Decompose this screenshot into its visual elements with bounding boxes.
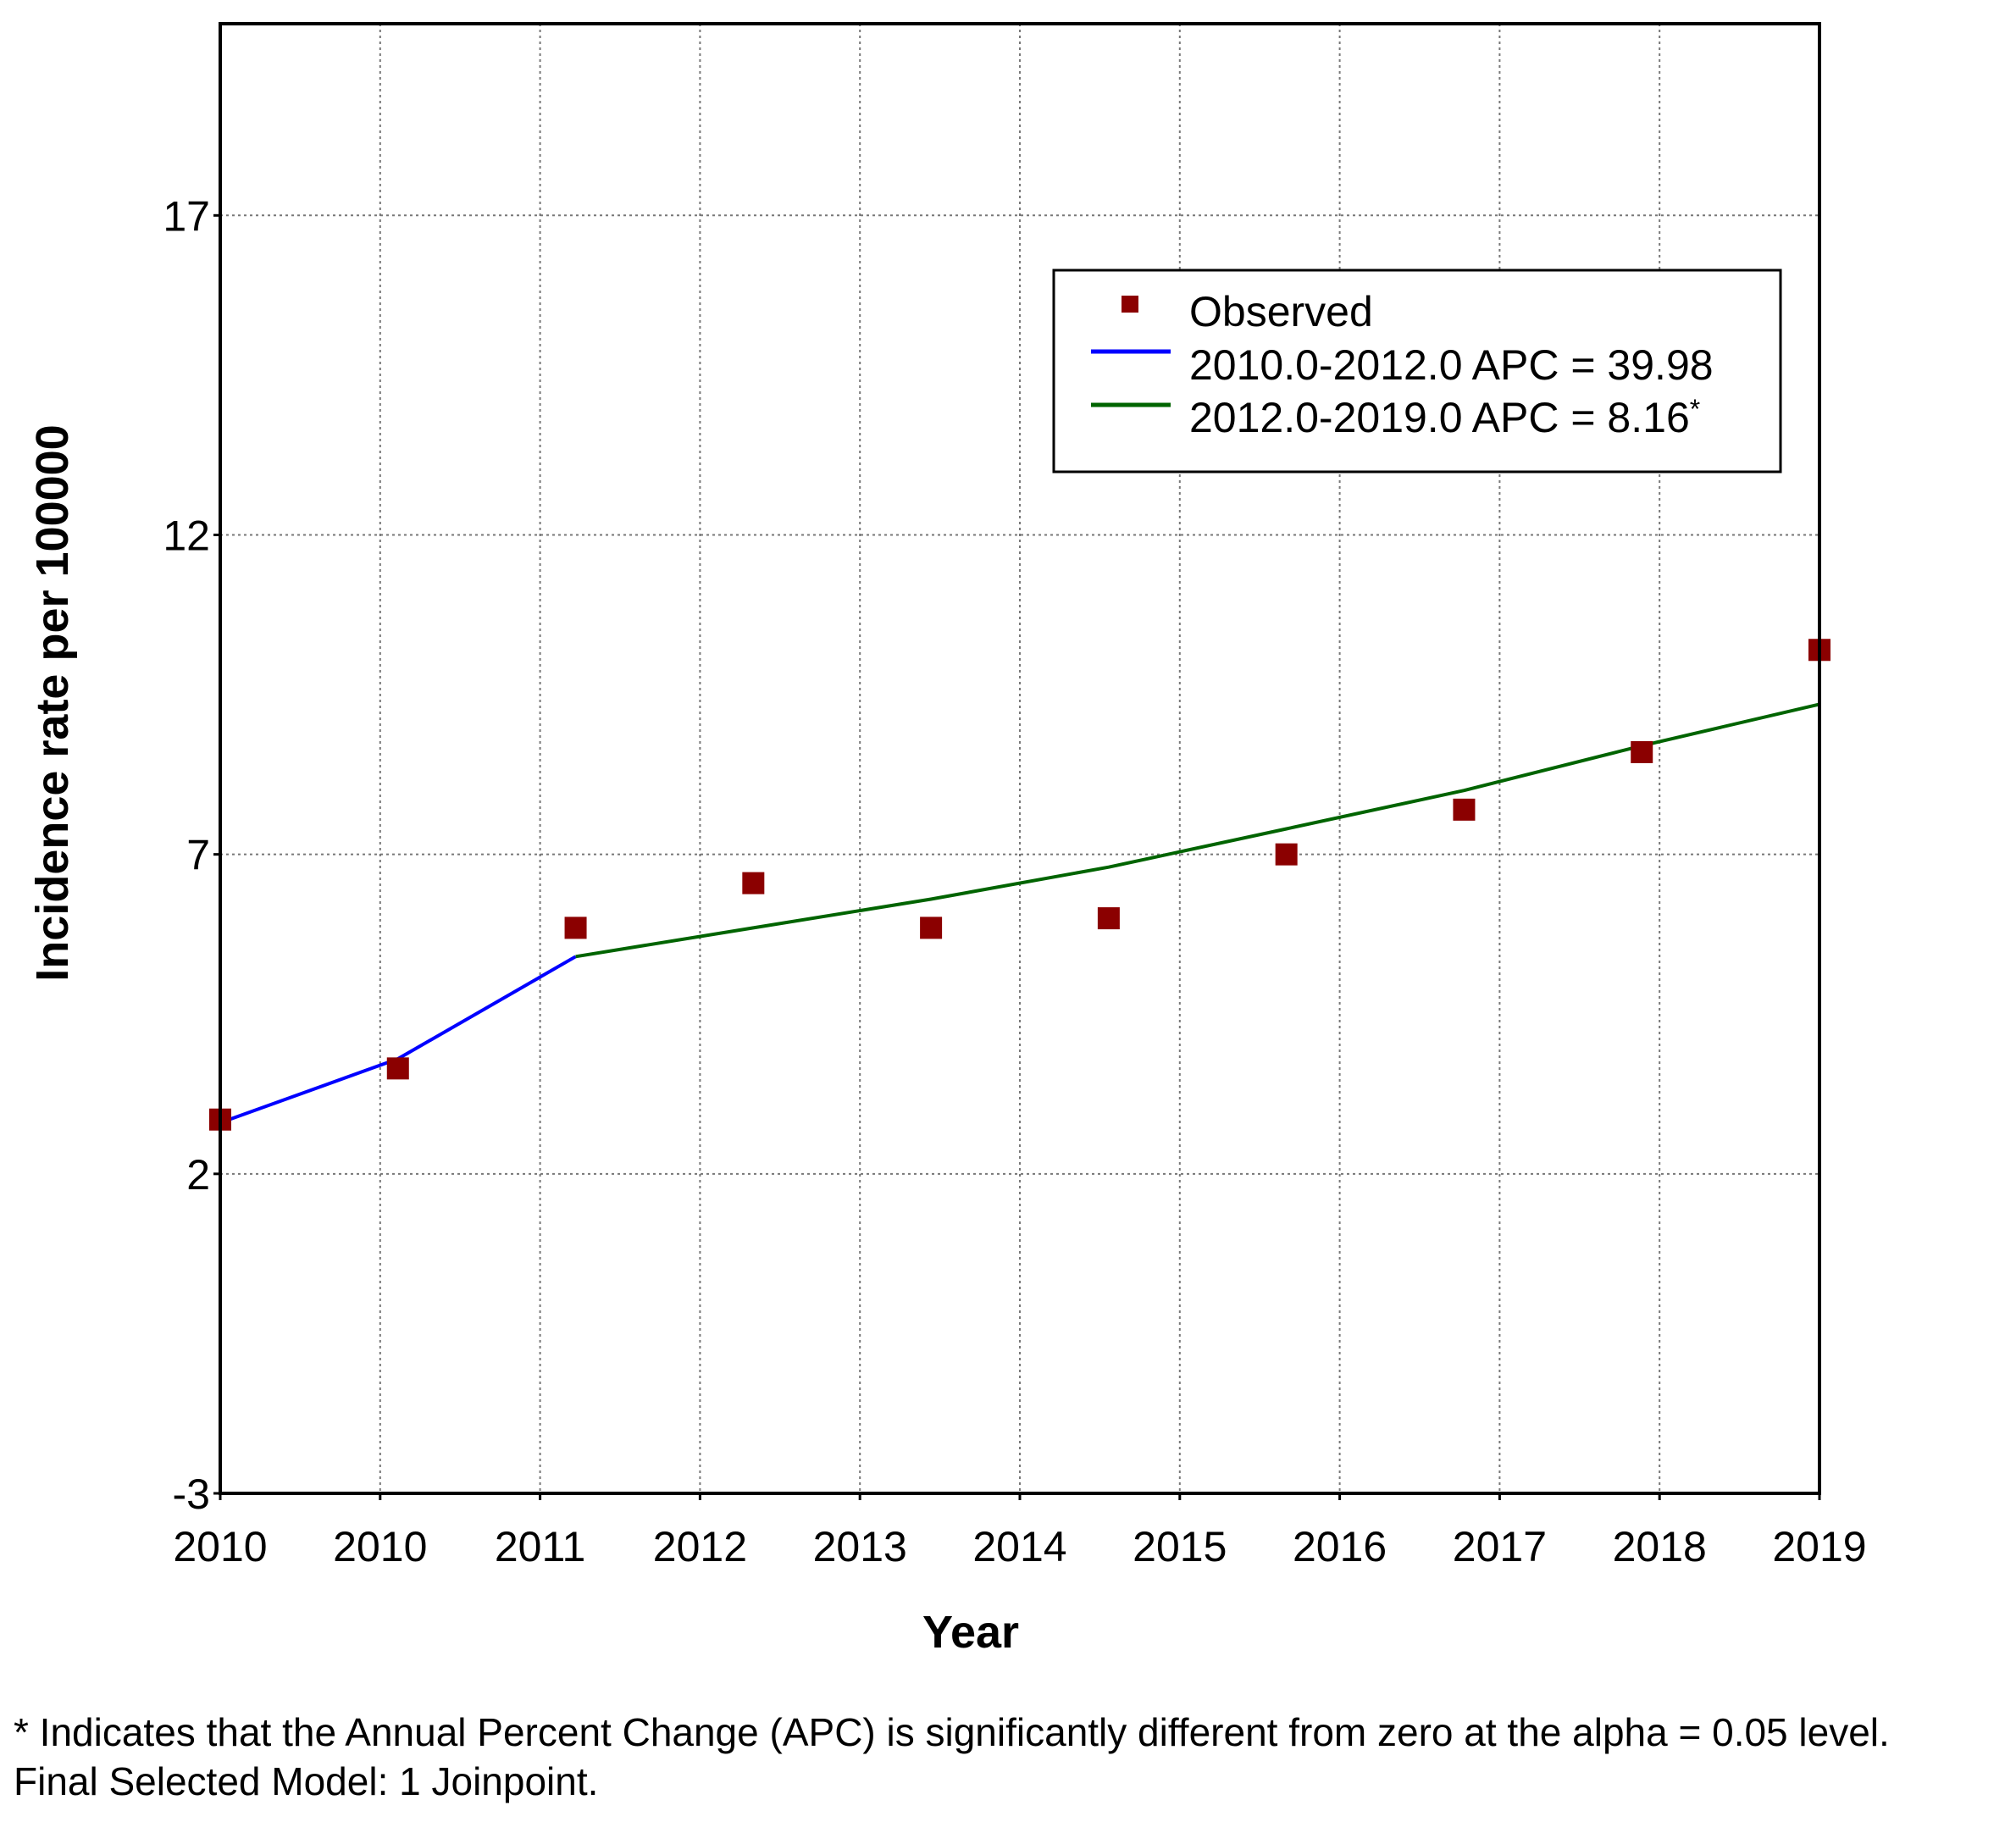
series-layer (209, 639, 1830, 1131)
y-tick-label: 17 (163, 192, 210, 240)
legend-segment2-label: 2012.0-2019.0 APC = 8.16* (1189, 394, 1700, 441)
x-tick-label: 2010 (173, 1523, 267, 1570)
x-axis-ticks: 2010 2010 2011 2012 2013 2014 2015 2016 2017 2018… (173, 1493, 1867, 1570)
y-tick-label: -3 (173, 1470, 210, 1518)
x-tick-label: 2017 (1453, 1523, 1547, 1570)
x-tick-label: 2019 (1772, 1523, 1866, 1570)
x-tick-label: 2014 (972, 1523, 1066, 1570)
y-tick-label: 2 (186, 1151, 210, 1199)
x-axis-title: Year (922, 1607, 1019, 1658)
footnote-model: Final Selected Model: 1 Joinpoint. (14, 1759, 599, 1803)
x-tick-label: 2015 (1133, 1523, 1227, 1570)
legend-observed-label: Observed (1189, 288, 1373, 335)
observed-point (1275, 843, 1298, 866)
y-axis-ticks: -3 2 7 12 17 (163, 192, 220, 1518)
x-tick-label: 2010 (333, 1523, 427, 1570)
x-tick-label: 2012 (653, 1523, 747, 1570)
legend-segment1-label: 2010.0-2012.0 APC = 39.98 (1189, 341, 1714, 389)
series-line-2 (575, 702, 1820, 959)
legend-observed-marker (1122, 296, 1138, 313)
x-tick-label: 2018 (1613, 1523, 1707, 1570)
y-tick-label: 7 (186, 832, 210, 879)
grid (220, 24, 1819, 1493)
observed-point (742, 872, 765, 894)
observed-point (1453, 798, 1476, 821)
observed-point (564, 917, 587, 939)
y-axis-title: Incidence rate per 100000 (27, 424, 78, 981)
observed-point (386, 1057, 409, 1080)
x-tick-label: 2011 (495, 1523, 586, 1570)
legend: Observed 2010.0-2012.0 APC = 39.98 2012.… (1052, 269, 1782, 473)
legend-box (1052, 269, 1782, 473)
y-tick-label: 12 (163, 512, 210, 559)
x-tick-label: 2016 (1293, 1523, 1387, 1570)
observed-point (920, 917, 943, 939)
footnote-significance: * Indicates that the Annual Percent Chan… (14, 1710, 1890, 1754)
series-line-1 (219, 955, 577, 1125)
observed-point (1097, 907, 1120, 930)
x-tick-label: 2013 (813, 1523, 907, 1570)
significance-asterisk: * (1690, 394, 1700, 424)
observed-point (1631, 740, 1653, 763)
